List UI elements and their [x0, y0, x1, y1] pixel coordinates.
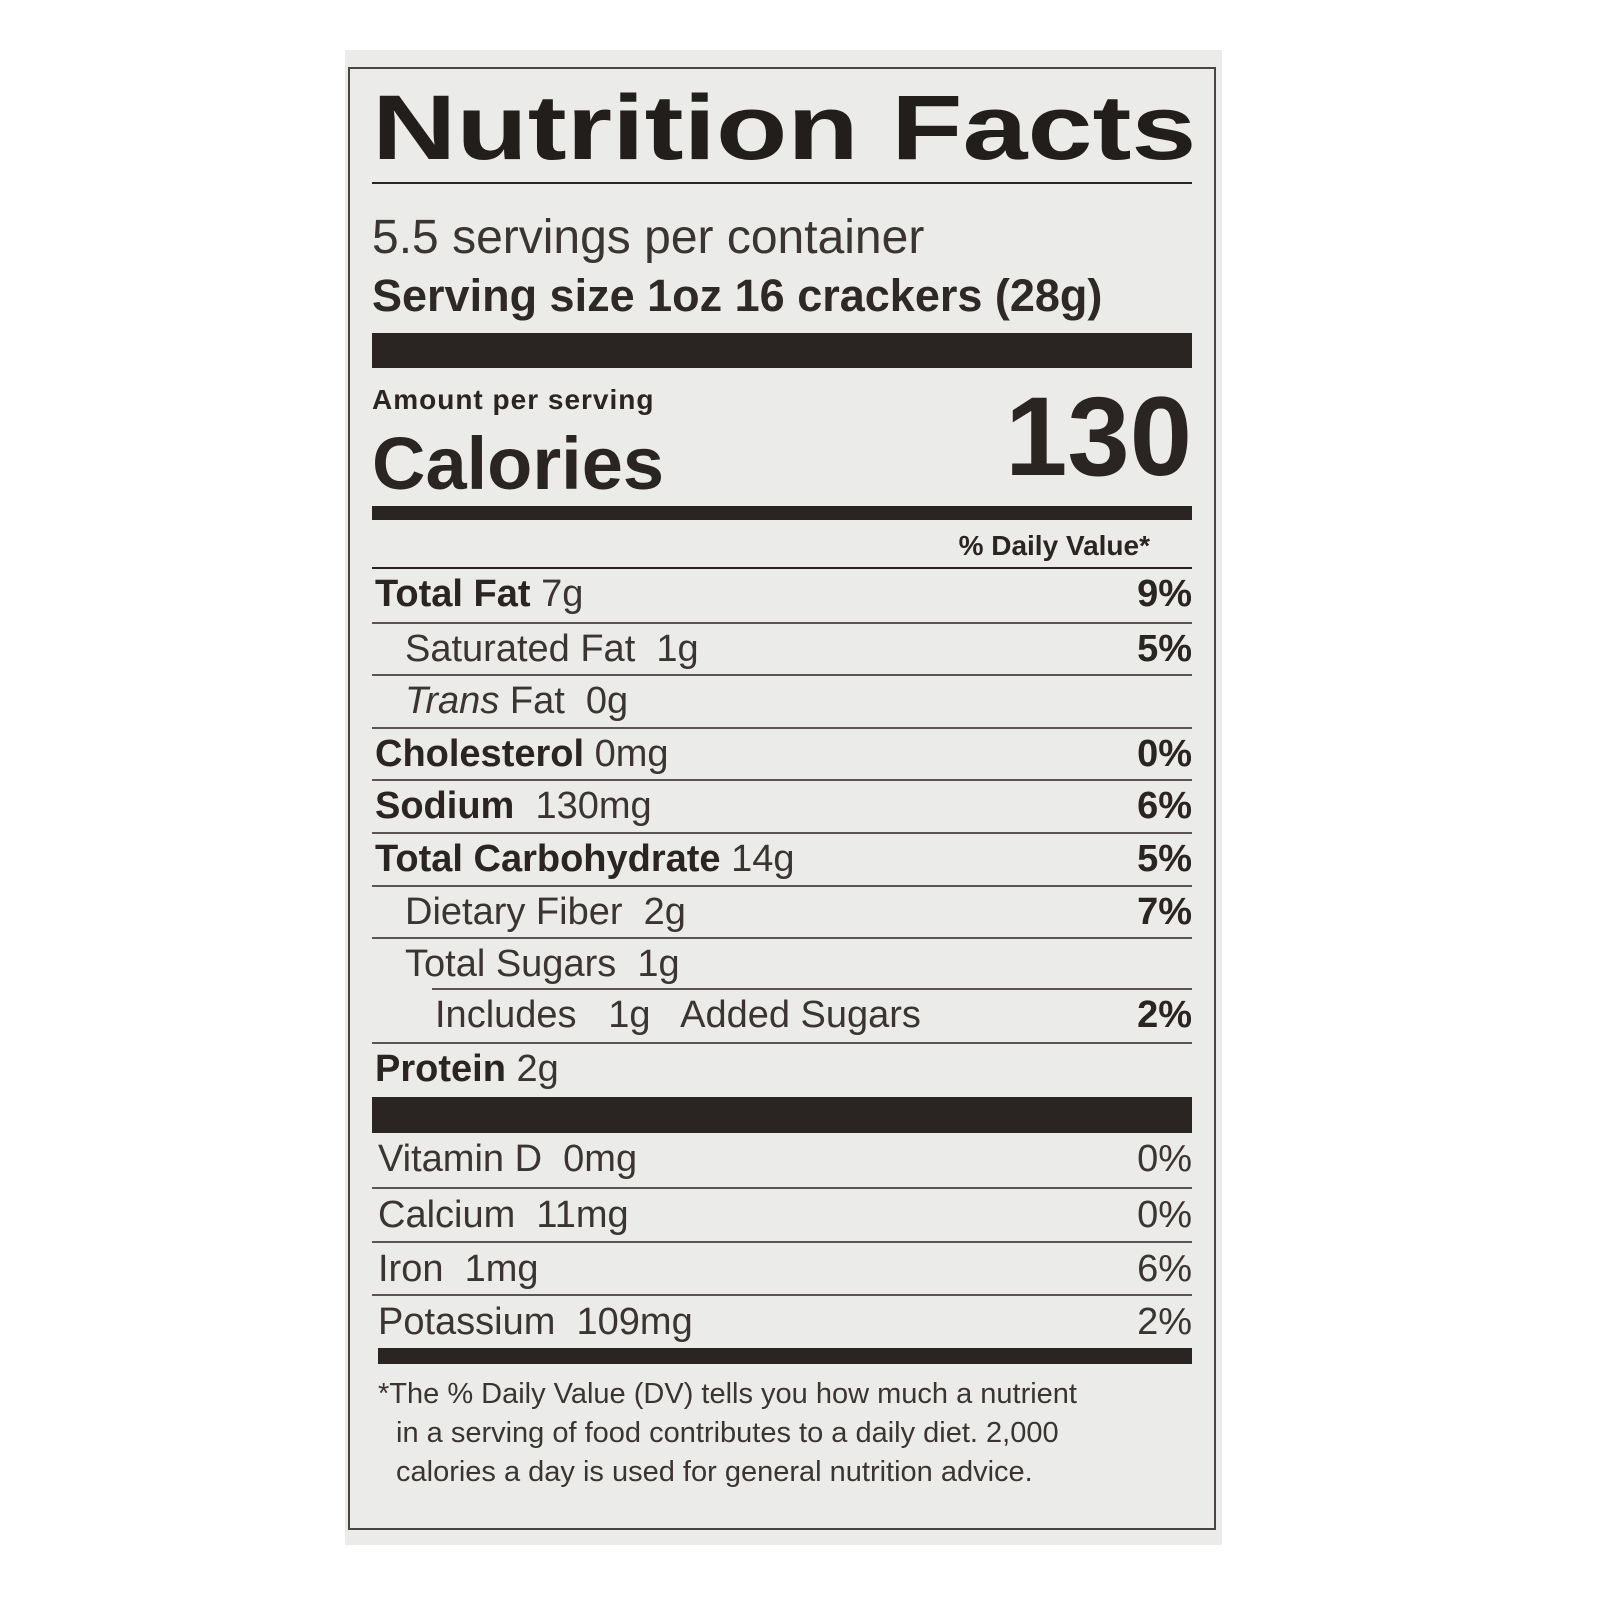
- nutrient-row-sodium: Sodium 130mg 6%: [372, 779, 1192, 832]
- nutrient-dv: 0%: [1137, 732, 1192, 775]
- nutrient-name-suffix: Added Sugars: [680, 993, 921, 1036]
- nutrient-name: Saturated Fat: [405, 627, 636, 670]
- nutrient-name-suffix: Fat: [509, 680, 565, 723]
- nutrient-name: Dietary Fiber: [405, 890, 623, 933]
- nutrient-row-protein: Protein 2g: [372, 1042, 1192, 1095]
- nutrient-row-total-fat: Total Fat 7g 9%: [372, 569, 1192, 622]
- nutrient-amount: 7g: [541, 573, 584, 615]
- nutrient-name: Includes: [435, 993, 577, 1036]
- serving-size: Serving size 1oz 16 crackers (28g): [372, 270, 1103, 321]
- vitamin-amount: 1mg: [464, 1247, 539, 1290]
- amount-per-serving: Amount per serving: [372, 384, 655, 415]
- nutrient-rows: Total Fat 7g 9% Saturated Fat 1g 5% Tran…: [372, 569, 1192, 1095]
- vitamin-dv: 2%: [1137, 1301, 1192, 1344]
- calories-label: Calories: [372, 422, 665, 505]
- vitamin-row-iron: Iron 1mg 6%: [372, 1240, 1192, 1295]
- vitamin-name: Iron: [378, 1247, 444, 1290]
- nutrient-amount: 2g: [643, 890, 686, 933]
- vitamin-dv: 0%: [1137, 1138, 1192, 1180]
- nutrient-row-trans-fat: Trans Fat 0g: [372, 674, 1192, 727]
- nutrient-row-total-sugars: Total Sugars 1g: [372, 937, 1192, 990]
- nutrient-amount: 1g: [656, 627, 699, 670]
- vitamin-amount: 11mg: [536, 1193, 629, 1236]
- nutrient-name: Total Sugars: [405, 943, 617, 986]
- nutrient-amount: 1g: [637, 943, 680, 986]
- footnote-line: in a serving of food contributes to a da…: [396, 1417, 1059, 1449]
- vitamin-dv: 0%: [1137, 1193, 1192, 1236]
- vitamin-amount: 109mg: [576, 1301, 693, 1344]
- divider-medium: [372, 506, 1192, 520]
- nutrient-amount: 0mg: [594, 732, 669, 775]
- vitamin-row-potassium: Potassium 109mg 2%: [372, 1294, 1192, 1348]
- vitamin-rows: Vitamin D 0mg 0% Calcium 11mg 0% Iron 1m…: [372, 1133, 1192, 1348]
- footnote-line: calories a day is used for general nutri…: [396, 1456, 1033, 1488]
- vitamin-dv: 6%: [1137, 1247, 1192, 1290]
- label-title: Nutrition Facts: [372, 77, 1197, 179]
- nutrient-row-cholesterol: Cholesterol 0mg 0%: [372, 726, 1192, 780]
- calories-value: 130: [1005, 374, 1192, 499]
- vitamin-amount: 0mg: [563, 1138, 638, 1180]
- divider-thick: [372, 1097, 1192, 1133]
- nutrient-dv: 6%: [1137, 785, 1192, 828]
- nutrient-name: Sodium: [375, 785, 515, 828]
- nutrient-name: Total Carbohydrate: [375, 837, 721, 880]
- nutrient-name: Protein: [375, 1048, 506, 1091]
- servings-per-container: 5.5 servings per container: [372, 211, 925, 264]
- nutrient-row-total-carbohydrate: Total Carbohydrate 14g 5%: [372, 831, 1192, 885]
- nutrient-dv: 9%: [1137, 573, 1192, 615]
- vitamin-row-vitamin-d: Vitamin D 0mg 0%: [372, 1133, 1192, 1187]
- nutrient-amount: 14g: [731, 837, 795, 880]
- divider-thin: [372, 182, 1192, 184]
- daily-value-header: % Daily Value*: [958, 530, 1150, 561]
- nutrient-row-added-sugars: Includes 1g Added Sugars 2%: [372, 987, 1192, 1043]
- nutrient-name: Trans: [405, 680, 500, 723]
- vitamin-name: Calcium: [378, 1193, 516, 1236]
- footnote-line: *The % Daily Value (DV) tells you how mu…: [378, 1378, 1077, 1410]
- nutrient-row-dietary-fiber: Dietary Fiber 2g 7%: [372, 884, 1192, 938]
- nutrient-dv: 5%: [1137, 837, 1192, 880]
- divider-thin: [372, 567, 1192, 569]
- divider-medium: [378, 1348, 1192, 1364]
- nutrient-name: Cholesterol: [375, 732, 585, 775]
- label-border: [348, 67, 1216, 1530]
- divider-thick: [372, 333, 1192, 368]
- vitamin-name: Vitamin D: [378, 1138, 543, 1180]
- nutrient-name: Total Fat: [375, 573, 531, 615]
- nutrient-dv: 5%: [1137, 627, 1192, 670]
- nutrient-amount: 130mg: [535, 785, 652, 828]
- nutrition-label-panel: Nutrition Facts 5.5 servings per contain…: [345, 50, 1222, 1545]
- vitamin-name: Potassium: [378, 1301, 556, 1344]
- nutrient-row-saturated-fat: Saturated Fat 1g 5%: [372, 621, 1192, 675]
- vitamin-row-calcium: Calcium 11mg 0%: [372, 1186, 1192, 1241]
- nutrient-amount: 1g: [608, 993, 651, 1036]
- nutrient-dv: 7%: [1137, 890, 1192, 933]
- nutrient-amount: 2g: [516, 1048, 559, 1091]
- nutrient-dv: 2%: [1137, 993, 1192, 1036]
- footnote: *The % Daily Value (DV) tells you how mu…: [378, 1375, 1188, 1492]
- nutrient-amount: 0g: [585, 680, 629, 723]
